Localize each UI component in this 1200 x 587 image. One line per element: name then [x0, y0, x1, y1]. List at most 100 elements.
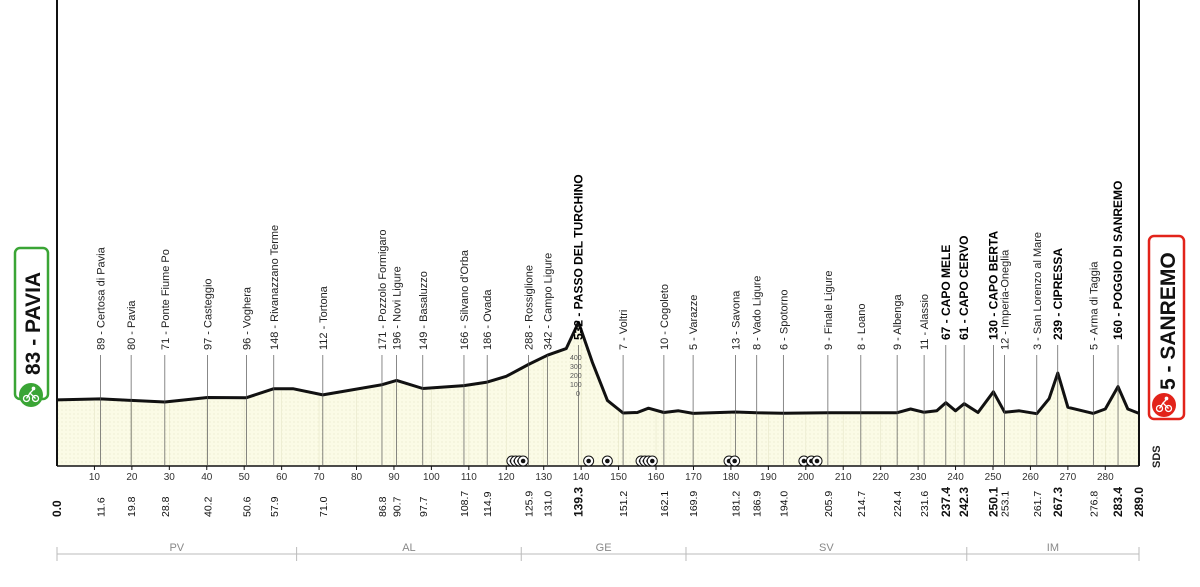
km-tick-label: 210 [835, 472, 852, 483]
cumulative-km-label: 194.0 [778, 491, 790, 517]
province-bar: PV AL GE SV IM [56, 542, 1140, 561]
cumulative-km-label: 162.1 [659, 491, 671, 517]
cumulative-km-label: 108.7 [459, 491, 471, 517]
km-tick-label: 30 [164, 472, 176, 483]
km-tick-label: 120 [498, 472, 515, 483]
km-tick-label: 70 [314, 472, 326, 483]
start-label: 83 - PAVIA [22, 272, 45, 375]
km-tick-label: 190 [760, 472, 777, 483]
cumulative-km-label: 131.0 [542, 491, 554, 517]
elevation-scale: 400 300 200 100 0 [570, 355, 582, 398]
cumulative-km-label: 40.2 [203, 496, 215, 517]
place-label: 288 - Rossiglione [523, 265, 535, 350]
place-label: 6 - Spotorno [778, 289, 790, 350]
cumulative-km-label: 57.9 [269, 496, 281, 517]
km-tick-label: 260 [1022, 472, 1039, 483]
cumulative-km-label: 125.9 [523, 491, 535, 517]
tunnel-icon-core [520, 458, 526, 464]
km-tick-label: 90 [388, 472, 400, 483]
km-tick-label: 130 [535, 472, 552, 483]
place-label: 97 - Casteggio [203, 278, 215, 350]
km-tick-label: 240 [947, 472, 964, 483]
place-label: 5 - Arma di Taggia [1088, 261, 1100, 350]
km-tick-label: 160 [648, 472, 665, 483]
place-label: 13 - Savona [730, 290, 742, 350]
km-tick-label: 100 [423, 472, 440, 483]
km-tick-label: 230 [910, 472, 927, 483]
cumulative-km-label: 169.9 [688, 491, 700, 517]
finish-label: 5 - SANREMO [1157, 252, 1180, 390]
km-end-label: 289.0 [1132, 487, 1146, 517]
tunnel-icon-core [586, 458, 591, 464]
km-tick-label: 270 [1060, 472, 1077, 483]
sds-logo: SDS [1151, 445, 1163, 468]
km-tick-label: 80 [351, 472, 363, 483]
scale-label-400: 400 [570, 355, 582, 362]
place-label: 8 - Loano [856, 304, 868, 350]
cumulative-km-label: 276.8 [1088, 491, 1100, 517]
cumulative-km-label: 19.8 [126, 496, 138, 517]
cumulative-km-label: 28.8 [160, 496, 172, 517]
cumulative-km-label: 237.4 [939, 487, 953, 517]
km-tick-label: 200 [797, 472, 814, 483]
cumulative-km-label: 231.6 [919, 491, 931, 517]
finish-badge-box [1147, 234, 1186, 421]
tunnel-icon-core [605, 458, 610, 464]
km-tick-label: 140 [573, 472, 590, 483]
cumulative-km-label: 139.3 [572, 487, 586, 517]
place-label: 10 - Cogoleto [659, 284, 671, 350]
cumulative-km-label: 151.2 [618, 491, 630, 517]
cumulative-km-label: 253.1 [1000, 491, 1012, 517]
place-label: 9 - Finale Ligure [823, 271, 835, 351]
cumulative-km-label: 242.3 [957, 487, 971, 517]
tunnel-markers [506, 455, 823, 467]
finish-badge: 5 - SANREMO [1147, 234, 1186, 421]
km-tick-label: 10 [89, 472, 101, 483]
climb-label: 67 - CAPO MELE [939, 245, 953, 340]
scale-label-100: 100 [570, 382, 582, 389]
place-label: 148 - Rivanazzano Terme [269, 225, 281, 350]
cumulative-km-label: 50.6 [241, 496, 253, 517]
km-tick-label: 110 [461, 472, 477, 483]
finish-cyclist-icon [1152, 393, 1176, 417]
province-label: AL [402, 542, 415, 554]
scale-label-0: 0 [576, 391, 580, 398]
cumulative-km-label: 181.2 [730, 491, 742, 517]
km-tick-label: 220 [872, 472, 889, 483]
place-label: 8 - Vado Ligure [752, 276, 764, 350]
cumulative-km-label: 97.7 [418, 496, 430, 517]
place-label: 171 - Pozzolo Formigaro [377, 230, 389, 350]
cumulative-km-label: 267.3 [1051, 487, 1065, 517]
place-label: 96 - Voghera [241, 286, 253, 350]
cumulative-km-label: 283.4 [1111, 487, 1125, 517]
climb-label: 61 - CAPO CERVO [957, 236, 971, 340]
place-label: 11 - Alassio [919, 294, 931, 350]
place-label: 71 - Ponte Fiume Po [160, 249, 172, 350]
tunnel-icon-core [732, 458, 737, 464]
km-tick-label: 50 [239, 472, 251, 483]
place-label: 80 - Pavia [126, 300, 138, 350]
cumulative-km-label: 186.9 [752, 491, 764, 517]
tunnel-icon-core [801, 458, 807, 464]
place-label: 186 - Ovada [482, 289, 494, 350]
km-tick-label: 250 [985, 472, 1002, 483]
place-label: 5 - Varazze [688, 295, 700, 350]
cumulative-km-label: 214.7 [856, 491, 868, 517]
cumulative-km-label: 250.1 [986, 487, 1000, 517]
km-start-label: 0.0 [50, 500, 64, 517]
place-label: 342 - Campo Ligure [542, 253, 554, 350]
place-label: 12 - Imperia-Oneglia [1000, 249, 1012, 350]
province-label: SV [819, 542, 834, 554]
km-tick-label: 40 [201, 472, 213, 483]
cumulative-km-labels: 11.6 19.8 28.8 40.2 50.6 57.9 71.0 86.8 90.7 97.7… [50, 487, 1146, 517]
tunnel-icon-core [814, 458, 820, 464]
cumulative-km-label: 261.7 [1032, 491, 1044, 517]
start-badge: 83 - PAVIA [13, 246, 50, 407]
profile-area [57, 322, 1139, 466]
place-label: 9 - Albenga [892, 293, 904, 350]
province-label: PV [169, 542, 184, 554]
km-tick-label: 60 [276, 472, 288, 483]
cyclist-icon [1155, 396, 1173, 413]
km-tick-label: 180 [723, 472, 740, 483]
